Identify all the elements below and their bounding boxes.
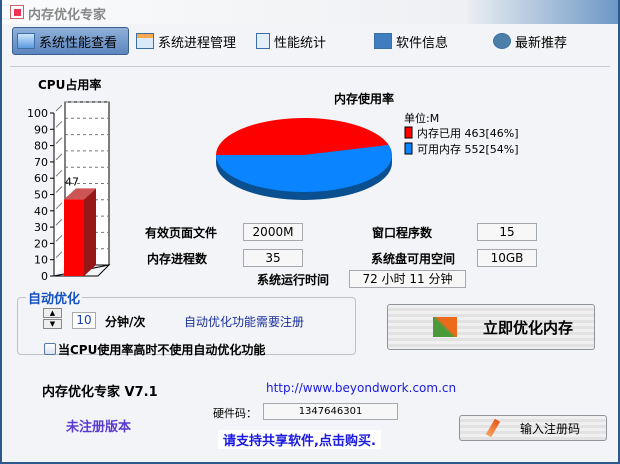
optimize-now-label: 立即优化内存 — [483, 318, 574, 337]
page-file-value: 2000M — [243, 223, 303, 241]
spin-down-button[interactable]: ▼ — [43, 319, 62, 329]
enter-registration-label: 输入注册码 — [520, 421, 581, 436]
legend-label: 可用内存 552[54%] — [417, 142, 519, 156]
cpu-chart-title: CPU占用率 — [38, 77, 101, 92]
tab-system-performance[interactable]: 系统性能查看 — [12, 27, 129, 55]
window-title: 内存优化专家 — [28, 8, 107, 23]
tab-label: 系统进程管理 — [158, 35, 237, 51]
page-file-label: 有效页面文件 — [145, 226, 218, 240]
grid-diagonal — [55, 137, 63, 144]
spin-up-button[interactable]: ▲ — [43, 308, 62, 318]
hardware-code-value: 1347646301 — [263, 403, 398, 420]
auto-optimize-title: 自动优化 — [26, 288, 83, 307]
legend-swatch — [404, 126, 413, 139]
interval-unit: 分钟/次 — [105, 315, 146, 329]
magnifier-icon — [256, 33, 270, 49]
y-tick-label: 40 — [34, 205, 48, 218]
pen-icon — [485, 418, 501, 438]
legend-label: 内存已用 463[46%] — [417, 126, 519, 140]
toolbar-divider — [10, 66, 610, 67]
cpu-bar-side — [84, 188, 96, 276]
auto-optimize-group: 自动优化 ▲ ▼ 10 分钟/次 自动优化功能需要注册 当CPU使用率高时不使用… — [17, 288, 356, 357]
cpu-bar-value: 47 — [65, 175, 79, 188]
tab-label: 软件信息 — [396, 35, 449, 51]
memory-tools-icon — [433, 317, 457, 337]
grid-diagonal — [55, 153, 63, 161]
tab-process-manager[interactable]: 系统进程管理 — [132, 27, 240, 55]
enter-registration-button[interactable]: 输入注册码 — [459, 415, 607, 441]
uptime-label: 系统运行时间 — [257, 273, 330, 287]
buy-link[interactable]: 请支持共享软件,点击购买. — [218, 430, 381, 449]
y-tick-label: 30 — [34, 221, 48, 234]
y-tick-label: 60 — [34, 172, 48, 185]
grid-diagonal — [55, 169, 63, 177]
grid-diagonal — [55, 251, 63, 259]
tab-label: 性能统计 — [274, 35, 327, 51]
pie-slice — [216, 144, 392, 192]
y-tick-label: 70 — [34, 156, 48, 169]
cpu-high-checkbox[interactable] — [44, 343, 56, 355]
info-book-icon — [374, 33, 392, 49]
windows-value: 15 — [477, 223, 537, 241]
tab-software-info[interactable]: 软件信息 — [370, 27, 452, 55]
cpu-bar — [64, 199, 84, 276]
y-tick-label: 50 — [34, 189, 48, 202]
app-icon — [10, 5, 24, 19]
monitor-icon — [17, 33, 35, 49]
hardware-code-label: 硬件码： — [213, 407, 257, 420]
cpu-bar-top — [64, 188, 96, 200]
tab-statistics[interactable]: 性能统计 — [252, 27, 330, 55]
y-tick-label: 90 — [34, 123, 48, 136]
grid-diagonal — [55, 218, 63, 226]
memory-pie-chart: 内存使用率 单位:M 内存已用 463[46%] 可用内存 552[54%] — [216, 91, 519, 200]
grid-diagonal — [55, 186, 63, 193]
cpu-chart: CPU占用率 0 10 20 30 40 50 60 70 80 90 100 47 — [27, 77, 111, 283]
title-bar: 内存优化专家 — [2, 0, 618, 24]
disk-value: 10GB — [477, 249, 537, 267]
tab-label: 最新推荐 — [515, 35, 568, 51]
windows-label: 窗口程序数 — [372, 226, 433, 240]
grid-diagonal — [55, 235, 63, 242]
interval-input[interactable]: 10 — [72, 312, 96, 329]
processes-label: 内存进程数 — [147, 252, 208, 266]
grid-diagonal — [55, 202, 63, 210]
unregistered-label: 未注册版本 — [66, 420, 132, 435]
legend-swatch — [404, 142, 413, 155]
disk-label: 系统盘可用空间 — [371, 252, 456, 266]
uptime-value: 72 小时 11 分钟 — [349, 270, 466, 288]
product-version: 内存优化专家 V7.1 — [42, 385, 158, 400]
pie-title: 内存使用率 — [334, 91, 394, 106]
y-tick-label: 0 — [41, 270, 48, 283]
y-tick-label: 100 — [27, 107, 48, 120]
gear-globe-icon — [493, 33, 511, 49]
tab-recommendations[interactable]: 最新推荐 — [489, 27, 571, 55]
registration-notice: 自动优化功能需要注册 — [184, 315, 305, 329]
y-tick-label: 80 — [34, 140, 48, 153]
window-icon — [136, 33, 154, 49]
website-link[interactable]: http://www.beyondwork.com.cn — [266, 381, 457, 395]
optimize-now-button[interactable]: 立即优化内存 — [387, 304, 595, 350]
cpu-high-checkbox-label: 当CPU使用率高时不使用自动优化功能 — [58, 343, 266, 357]
grid-diagonal — [55, 104, 63, 112]
tab-label: 系统性能查看 — [39, 35, 118, 51]
y-tick-label: 10 — [34, 254, 48, 267]
processes-value: 35 — [243, 249, 303, 267]
grid-diagonal — [55, 120, 63, 128]
pie-slice — [216, 117, 389, 155]
pie-unit: 单位:M — [404, 111, 439, 125]
y-tick-label: 20 — [34, 237, 48, 250]
